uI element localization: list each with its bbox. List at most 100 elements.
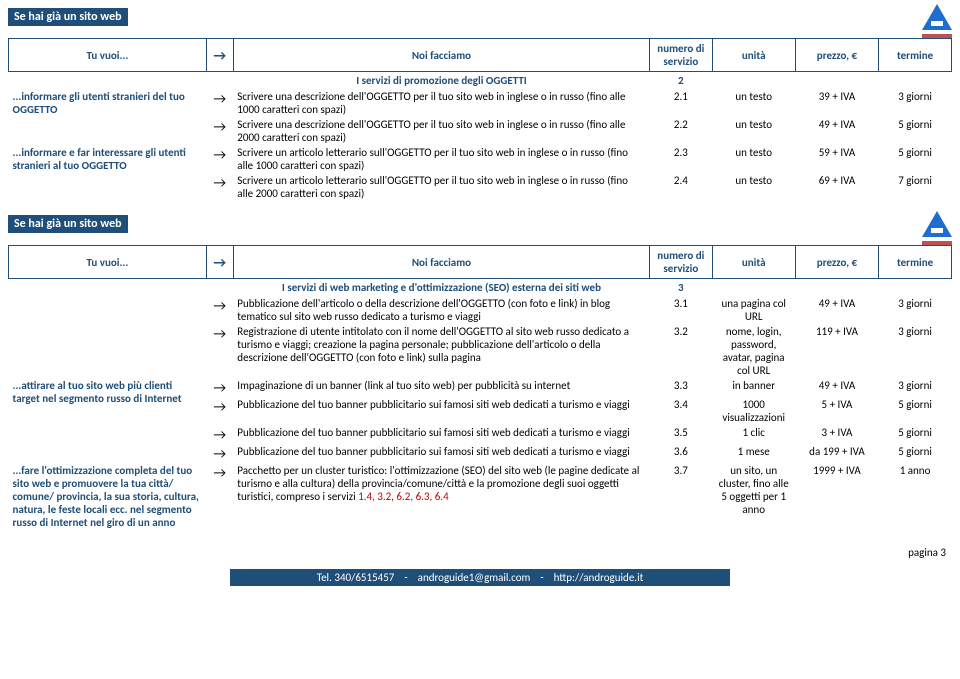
row-unit: un testo [712,89,795,117]
row-term: 5 giorni [879,117,952,145]
hdr-termine: termine [879,246,952,279]
table-header-row: Tu vuoi... → Noi facciamo numero di serv… [9,246,952,279]
section-1: Se hai già un sito web Tu vuoi... → Noi … [8,8,952,201]
row-price: 49 + IVA [795,117,878,145]
table-header-row: Tu vuoi... → Noi facciamo numero di serv… [9,39,952,72]
row-term: 5 giorni [879,425,952,444]
row-desc: Registrazione di utente intitolato con i… [233,324,649,378]
hdr-unita: unità [712,39,795,72]
footer-email: androguide1@gmail.com [418,571,531,584]
hdr-noi-facciamo: Noi facciamo [233,246,649,279]
row-num: 3.4 [650,397,712,425]
row-price: 39 + IVA [795,89,878,117]
row-term: 7 giorni [879,173,952,201]
row-num: 3.7 [650,463,712,530]
row-arrow: → [206,89,233,117]
row-arrow: → [206,145,233,173]
row-unit: 1 mese [712,444,795,463]
row-desc: Scrivere un articolo letterario sull'OGG… [233,145,649,173]
section-title: Se hai già un sito web [8,215,128,233]
row-num: 3.6 [650,444,712,463]
hdr-noi-facciamo: Noi facciamo [233,39,649,72]
row-left [9,296,207,378]
row-term: 1 anno [879,463,952,530]
hdr-prezzo: prezzo, € [795,246,878,279]
row-price: da 199 + IVA [795,444,878,463]
table-row: ...fare l'ottimizzazione completa del tu… [9,463,952,530]
row-unit: un testo [712,117,795,145]
footer: Tel. 340/6515457 - androguide1@gmail.com… [230,569,730,586]
row-arrow: → [206,463,233,530]
row-price: 3 + IVA [795,425,878,444]
hdr-arrow: → [206,246,233,279]
row-desc: Pubblicazione dell'articolo o della desc… [233,296,649,324]
row-desc-red: 1.4, 3.2, 6.2, 6.3, 6.4 [358,490,449,503]
row-desc: Pubblicazione del tuo banner pubblicitar… [233,425,649,444]
table-section-1: Tu vuoi... → Noi facciamo numero di serv… [8,38,952,201]
row-unit: un sito, un cluster, fino alle 5 oggetti… [712,463,795,530]
hdr-unita: unità [712,246,795,279]
row-unit: nome, login, password, avatar, pagina co… [712,324,795,378]
row-unit: una pagina col URL [712,296,795,324]
hdr-tu-vuoi: Tu vuoi... [9,39,207,72]
row-desc: Scrivere una descrizione dell'OGGETTO pe… [233,117,649,145]
row-left: ...informare gli utenti stranieri del tu… [9,89,207,145]
row-num: 3.3 [650,378,712,397]
hdr-prezzo: prezzo, € [795,39,878,72]
hdr-numero: numero di servizio [650,39,712,72]
row-arrow: → [206,397,233,425]
row-price: 1999 + IVA [795,463,878,530]
table-section-2: Tu vuoi... → Noi facciamo numero di serv… [8,245,952,530]
logo [922,4,952,38]
row-term: 5 giorni [879,444,952,463]
row-price: 69 + IVA [795,173,878,201]
row-term: 3 giorni [879,378,952,397]
table-row: ...attirare al tuo sito web più clienti … [9,378,952,397]
table-row: → Pubblicazione dell'articolo o della de… [9,296,952,324]
row-price: 49 + IVA [795,296,878,324]
row-num: 3.2 [650,324,712,378]
footer-url: http://androguide.it [554,571,644,584]
row-price: 49 + IVA [795,378,878,397]
row-unit: 1000 visualizzazioni [712,397,795,425]
row-arrow: → [206,444,233,463]
row-arrow: → [206,117,233,145]
footer-sep: - [540,571,543,584]
row-num: 3.1 [650,296,712,324]
row-term: 5 giorni [879,145,952,173]
row-term: 3 giorni [879,296,952,324]
footer-sep: - [404,571,407,584]
logo [922,211,952,245]
subheader-num: 3 [650,279,712,297]
table-row: ...informare e far interessare gli utent… [9,145,952,173]
row-term: 3 giorni [879,324,952,378]
footer-tel-label: Tel. [317,571,332,584]
row-unit: un testo [712,173,795,201]
row-left: ...attirare al tuo sito web più clienti … [9,378,207,463]
subheader-title: I servizi di web marketing e d'ottimizza… [233,279,649,297]
section-title: Se hai già un sito web [8,8,128,26]
row-desc: Pubblicazione del tuo banner pubblicitar… [233,444,649,463]
table-subheader-row: I servizi di promozione degli OGGETTI 2 [9,72,952,90]
table-row: ...informare gli utenti stranieri del tu… [9,89,952,117]
row-unit: 1 clic [712,425,795,444]
row-price: 59 + IVA [795,145,878,173]
hdr-arrow: → [206,39,233,72]
row-num: 2.4 [650,173,712,201]
row-left: ...informare e far interessare gli utent… [9,145,207,201]
row-term: 3 giorni [879,89,952,117]
table-subheader-row: I servizi di web marketing e d'ottimizza… [9,279,952,297]
subheader-title: I servizi di promozione degli OGGETTI [233,72,649,90]
row-desc: Pubblicazione del tuo banner pubblicitar… [233,397,649,425]
row-arrow: → [206,173,233,201]
row-arrow: → [206,296,233,324]
row-arrow: → [206,324,233,378]
row-price: 119 + IVA [795,324,878,378]
hdr-numero: numero di servizio [650,246,712,279]
row-unit: un testo [712,145,795,173]
row-num: 3.5 [650,425,712,444]
row-price: 5 + IVA [795,397,878,425]
hdr-tu-vuoi: Tu vuoi... [9,246,207,279]
row-desc: Impaginazione di un banner (link al tuo … [233,378,649,397]
row-num: 2.1 [650,89,712,117]
